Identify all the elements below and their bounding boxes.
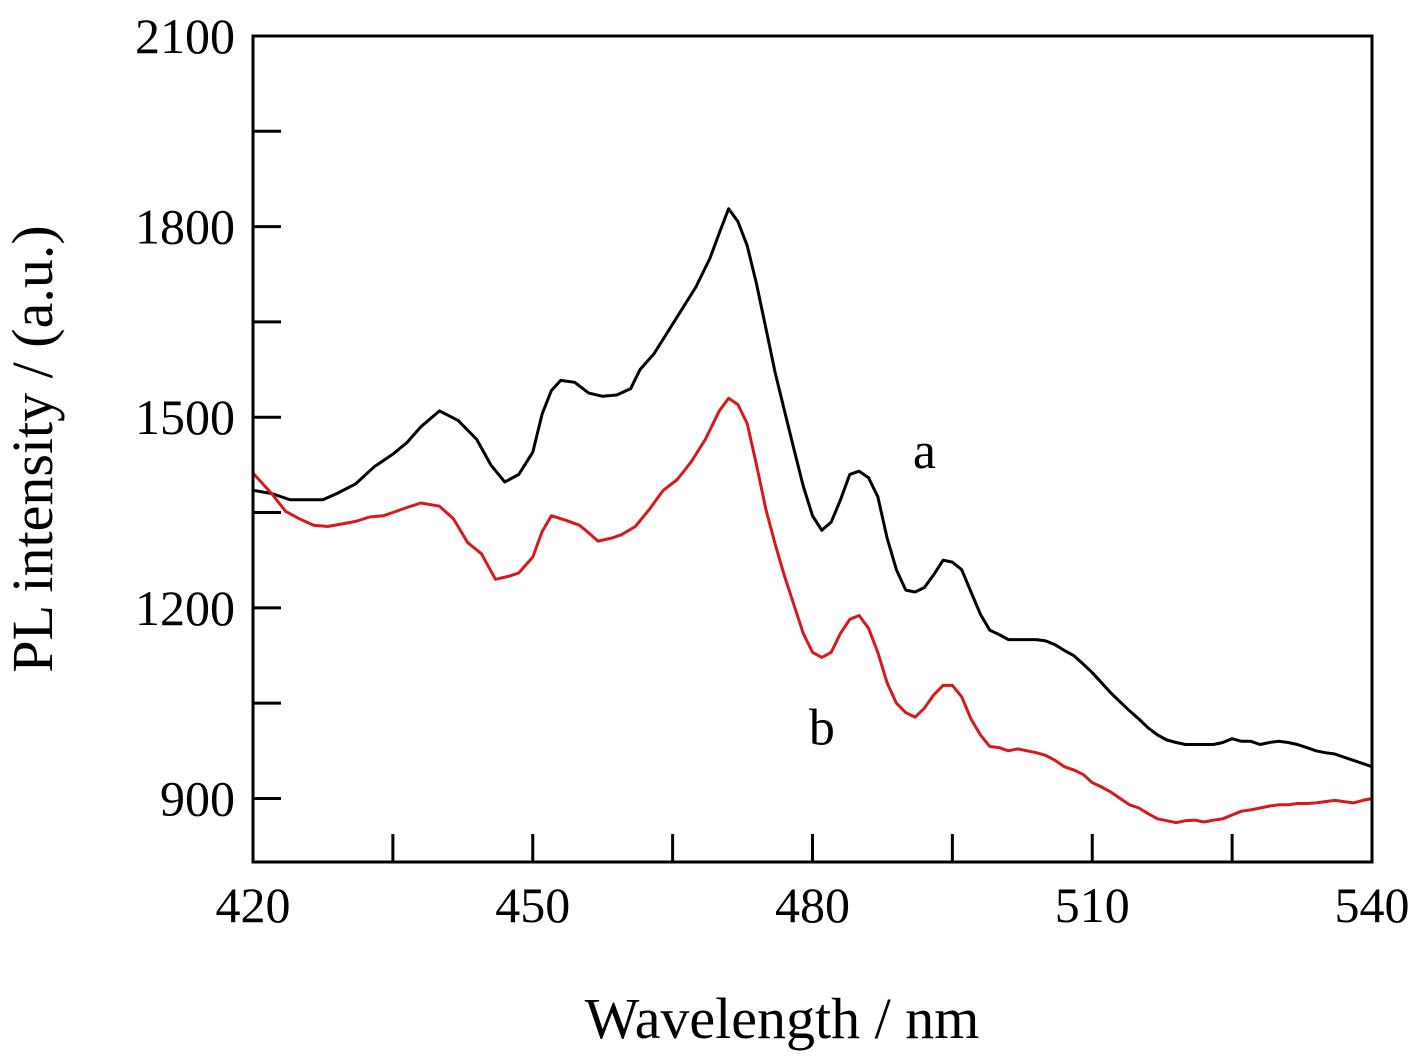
x-tick-label: 540 [1335, 877, 1410, 933]
y-axis-title: PL intensity / (a.u.) [0, 225, 65, 672]
x-tick-label: 480 [775, 877, 850, 933]
x-axis-title: Wavelength / nm [585, 986, 980, 1051]
tick-layer [251, 34, 1374, 862]
series-line-a [252, 207, 1373, 769]
y-tick-label: 2100 [135, 8, 235, 64]
y-tick-label: 1200 [135, 580, 235, 636]
tick-label-layer: 420 450 480 510 540 900 1200 1500 1800 2100 [135, 8, 1410, 933]
series-label-b: b [809, 699, 835, 756]
series-label-a: a [913, 423, 936, 480]
series-line-b [251, 396, 1373, 825]
y-tick-label: 900 [160, 770, 235, 826]
y-tick-label: 1500 [135, 389, 235, 445]
y-tick-label: 1800 [135, 199, 235, 255]
x-tick-label: 510 [1055, 877, 1130, 933]
x-tick-label: 420 [216, 877, 291, 933]
x-tick-label: 450 [495, 877, 570, 933]
series-layer [251, 207, 1373, 825]
